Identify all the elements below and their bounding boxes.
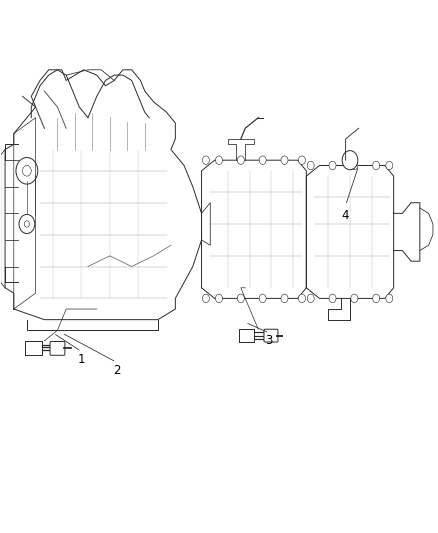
Text: 1: 1 [78, 353, 85, 366]
Circle shape [329, 294, 336, 303]
Circle shape [298, 156, 305, 165]
Circle shape [298, 294, 305, 303]
Circle shape [259, 156, 266, 165]
Circle shape [342, 151, 358, 169]
Circle shape [373, 294, 380, 303]
Circle shape [373, 161, 380, 169]
Circle shape [307, 161, 314, 169]
Circle shape [329, 161, 336, 169]
FancyBboxPatch shape [264, 329, 278, 342]
Circle shape [215, 294, 223, 303]
FancyBboxPatch shape [50, 342, 65, 356]
Circle shape [386, 294, 393, 303]
Circle shape [202, 156, 209, 165]
Circle shape [237, 156, 244, 165]
Circle shape [351, 294, 358, 303]
Circle shape [281, 156, 288, 165]
Circle shape [202, 294, 209, 303]
Polygon shape [25, 341, 42, 356]
Polygon shape [239, 329, 254, 342]
Text: 2: 2 [113, 364, 120, 377]
Text: 4: 4 [342, 209, 350, 222]
Circle shape [307, 294, 314, 303]
Circle shape [386, 161, 393, 169]
Circle shape [281, 294, 288, 303]
Circle shape [259, 294, 266, 303]
Circle shape [351, 161, 358, 169]
Text: 3: 3 [265, 334, 273, 348]
Circle shape [237, 294, 244, 303]
Circle shape [215, 156, 223, 165]
